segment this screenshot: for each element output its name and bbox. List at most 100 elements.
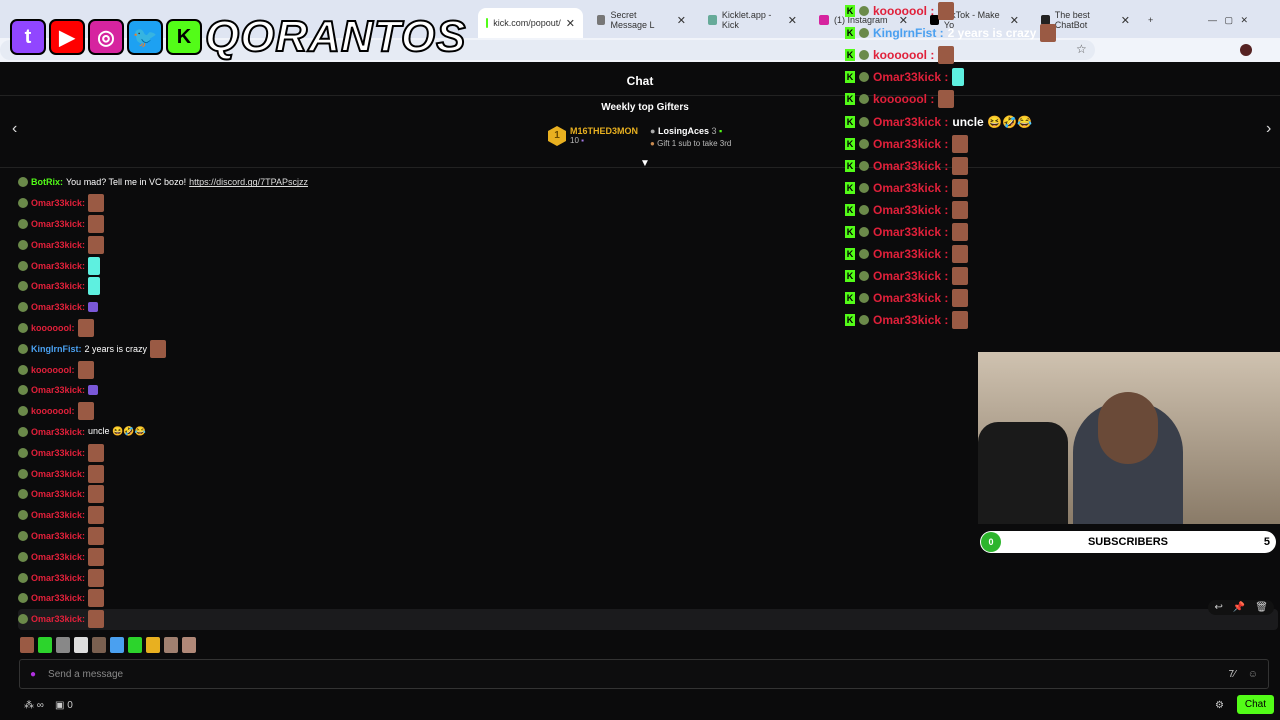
chat-username[interactable]: Omar33kick: bbox=[31, 447, 86, 458]
message-link[interactable]: https://discord.gg/7TPAPscjzz bbox=[189, 177, 308, 188]
settings-icon[interactable]: ⚙ bbox=[1215, 700, 1224, 711]
quick-emote[interactable] bbox=[92, 637, 106, 653]
chat-message[interactable]: Omar33kick: bbox=[18, 608, 1278, 630]
kick-icon: K bbox=[845, 5, 855, 18]
chat-message[interactable]: Omar33kick: bbox=[18, 484, 1278, 505]
collapse-icon[interactable]: ▼ bbox=[640, 158, 650, 169]
user-badge-icon bbox=[18, 239, 28, 250]
chat-message[interactable]: kooooool: bbox=[18, 401, 1278, 422]
chat-message[interactable]: Omar33kick: bbox=[18, 567, 1278, 588]
chat-message[interactable]: Omar33kick: bbox=[18, 193, 1278, 214]
chat-username[interactable]: Omar33kick: bbox=[31, 239, 86, 250]
chat-message[interactable]: Omar33kick: bbox=[18, 463, 1278, 484]
close-tab-icon[interactable]: ✕ bbox=[787, 14, 797, 27]
chat-message[interactable]: kooooool: bbox=[18, 318, 1278, 339]
chat-message[interactable]: Omar33kick: bbox=[18, 214, 1278, 235]
close-tab-icon[interactable]: ✕ bbox=[565, 17, 575, 30]
chat-username[interactable]: kooooool: bbox=[31, 322, 75, 333]
reply-icon[interactable]: ↩ bbox=[1214, 602, 1223, 613]
top-gifter-2[interactable]: ● LosingAces 3 ▪ bbox=[650, 126, 731, 136]
chat-message[interactable]: Omar33kick: bbox=[18, 380, 1278, 401]
chat-username[interactable]: Omar33kick: bbox=[31, 593, 86, 604]
profile-avatar[interactable] bbox=[1240, 44, 1252, 56]
chat-message[interactable]: Omar33kick: bbox=[18, 255, 1278, 276]
delete-icon[interactable]: 🗑 bbox=[1255, 602, 1268, 613]
chat-username[interactable]: Omar33kick: bbox=[31, 281, 86, 292]
window-controls[interactable]: — ▢ ✕ bbox=[1208, 14, 1249, 25]
quick-emote[interactable] bbox=[74, 637, 88, 653]
chat-username[interactable]: Omar33kick: bbox=[31, 572, 86, 583]
chat-username[interactable]: Omar33kick: bbox=[31, 551, 86, 562]
chat-message[interactable]: Omar33kick: uncle 😆🤣😂 bbox=[18, 422, 1278, 443]
emote bbox=[952, 156, 969, 175]
browser-tab[interactable]: TikTok - Make Yo ✕ bbox=[922, 8, 1027, 32]
chat-username[interactable]: Omar33kick: bbox=[31, 385, 86, 396]
close-tab-icon[interactable]: ✕ bbox=[1120, 14, 1130, 27]
microphone-icon[interactable]: ● bbox=[30, 668, 37, 680]
chat-username[interactable]: Omar33kick: bbox=[31, 302, 86, 313]
chat-message[interactable]: Omar33kick: bbox=[18, 234, 1278, 255]
quick-emote[interactable] bbox=[164, 637, 178, 653]
chat-message[interactable]: Omar33kick: bbox=[18, 588, 1278, 609]
browser-tab[interactable]: (1) Instagram ✕ bbox=[811, 8, 916, 32]
quick-emote[interactable] bbox=[182, 637, 196, 653]
quick-emote[interactable] bbox=[38, 637, 52, 653]
message-input[interactable]: ● Send a message 7⁄ ☺ bbox=[19, 659, 1269, 689]
chat-message[interactable]: kooooool: bbox=[18, 359, 1278, 380]
chat-message[interactable]: Omar33kick: bbox=[18, 546, 1278, 567]
quick-emote[interactable] bbox=[146, 637, 160, 653]
overlay-username: Omar33kick : bbox=[873, 291, 949, 306]
quick-emote[interactable] bbox=[128, 637, 142, 653]
prev-arrow-icon[interactable]: ‹ bbox=[12, 120, 18, 137]
chat-message[interactable]: BotRix: You mad? Tell me in VC bozo! http… bbox=[18, 172, 1278, 193]
close-tab-icon[interactable]: ✕ bbox=[1009, 14, 1019, 27]
emote bbox=[77, 318, 94, 337]
chat-username[interactable]: kooooool: bbox=[31, 364, 75, 375]
chat-message[interactable]: Omar33kick: bbox=[18, 526, 1278, 547]
chat-username[interactable]: Omar33kick: bbox=[31, 489, 86, 500]
tab-title: TikTok - Make Yo bbox=[943, 10, 1000, 30]
chat-message[interactable]: Omar33kick: bbox=[18, 276, 1278, 297]
close-tab-icon[interactable]: ✕ bbox=[898, 14, 908, 27]
address-bar[interactable] bbox=[0, 40, 1095, 60]
7tv-icon[interactable]: 7⁄ bbox=[1228, 668, 1236, 680]
browser-tab[interactable]: kick.com/popout/ ✕ bbox=[478, 8, 583, 38]
browser-tab[interactable]: Kicklet.app - Kick ✕ bbox=[700, 8, 805, 32]
chat-message[interactable]: Omar33kick: bbox=[18, 505, 1278, 526]
quick-emote[interactable] bbox=[110, 637, 124, 653]
chat-username[interactable]: Omar33kick: bbox=[31, 530, 86, 541]
chat-username[interactable]: Omar33kick: bbox=[31, 468, 86, 479]
emote bbox=[938, 90, 955, 109]
top-gifter-1[interactable]: 1 M16THED3MON 10 ▪ ● LosingAces 3 ▪ ● Gi… bbox=[548, 126, 731, 148]
chat-username[interactable]: Omar33kick: bbox=[31, 198, 86, 209]
emote bbox=[952, 200, 969, 219]
chat-message[interactable]: Omar33kick: bbox=[18, 442, 1278, 463]
chat-username[interactable]: Omar33kick: bbox=[31, 510, 86, 521]
close-tab-icon[interactable]: ✕ bbox=[676, 14, 686, 27]
emoji-icon[interactable]: ☺ bbox=[1247, 668, 1258, 680]
pin-icon[interactable]: 📌 bbox=[1232, 602, 1246, 613]
chat-message[interactable]: KingIrnFist: 2 years is crazy bbox=[18, 338, 1278, 359]
new-tab-button[interactable]: + bbox=[1148, 15, 1154, 25]
next-arrow-icon[interactable]: › bbox=[1266, 120, 1272, 137]
subscriber-goal-bar: 0 SUBSCRIBERS 5 bbox=[980, 531, 1276, 553]
points-value: ∞ bbox=[36, 700, 44, 711]
browser-tab[interactable]: The best ChatBot ✕ bbox=[1033, 8, 1138, 32]
chat-username[interactable]: Omar33kick: bbox=[31, 260, 86, 271]
chat-username[interactable]: Omar33kick: bbox=[31, 614, 86, 625]
browser-tab[interactable]: Secret Message L ✕ bbox=[589, 8, 694, 32]
browser-tab-bar: kick.com/popout/✕ Secret Message L ✕ Kickle… bbox=[0, 0, 1280, 38]
chat-username[interactable]: BotRix: bbox=[31, 177, 63, 188]
chat-username[interactable]: KingIrnFist: bbox=[31, 343, 82, 354]
chat-username[interactable]: Omar33kick: bbox=[31, 426, 86, 437]
emote bbox=[88, 568, 105, 587]
quick-emote[interactable] bbox=[56, 637, 70, 653]
chat-message[interactable]: Omar33kick: bbox=[18, 297, 1278, 318]
quick-emote[interactable] bbox=[20, 637, 34, 653]
rank-2-badge: ● bbox=[650, 126, 656, 136]
send-chat-button[interactable]: Chat bbox=[1236, 695, 1274, 714]
chat-username[interactable]: kooooool: bbox=[31, 406, 75, 417]
chat-username[interactable]: Omar33kick: bbox=[31, 218, 86, 229]
emote bbox=[952, 134, 969, 153]
bookmark-star-icon[interactable]: ☆ bbox=[1076, 42, 1087, 56]
